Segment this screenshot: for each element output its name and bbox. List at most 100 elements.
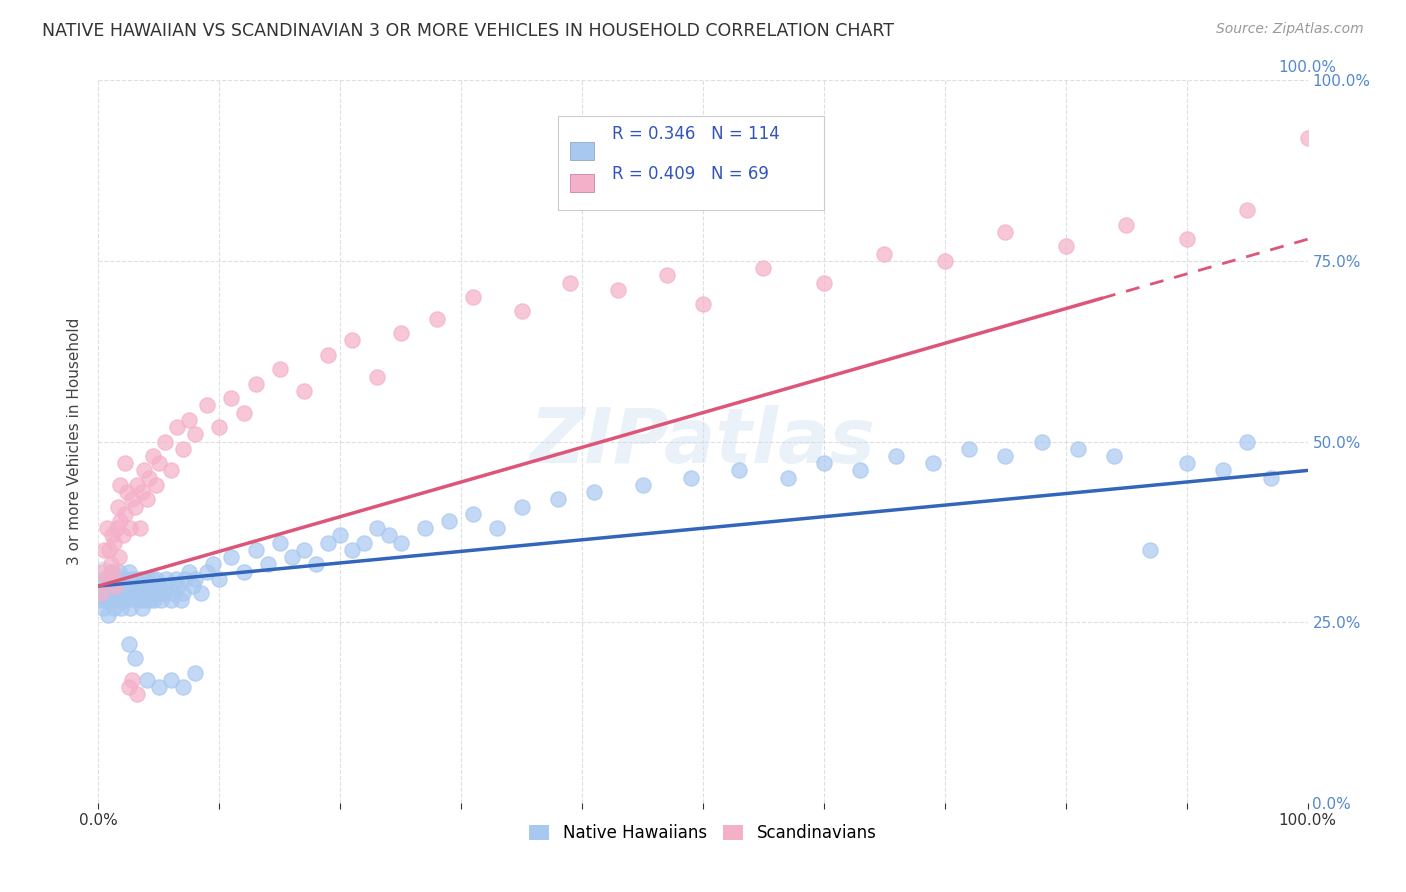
Point <box>100 593 122 607</box>
Point <box>111 528 134 542</box>
Point <box>121 586 143 600</box>
Point <box>142 449 165 463</box>
Point <box>463 507 485 521</box>
Point <box>127 478 149 492</box>
Point <box>145 572 167 586</box>
Point <box>873 246 896 260</box>
Point <box>179 413 201 427</box>
Point <box>1031 434 1053 449</box>
Point <box>181 579 204 593</box>
Point <box>148 579 170 593</box>
Point <box>139 593 162 607</box>
Point <box>934 253 956 268</box>
Point <box>135 572 157 586</box>
Point <box>108 579 131 593</box>
Point <box>583 485 606 500</box>
Point <box>366 521 388 535</box>
Point <box>342 334 364 348</box>
Point <box>463 290 485 304</box>
Point <box>96 521 118 535</box>
Point <box>202 558 225 572</box>
Point <box>135 492 157 507</box>
Point <box>93 572 115 586</box>
Point <box>112 572 135 586</box>
Point <box>94 593 117 607</box>
Point <box>232 565 254 579</box>
Point <box>1175 456 1198 470</box>
Point <box>143 579 166 593</box>
Point <box>100 558 122 572</box>
Point <box>195 398 218 412</box>
Point <box>426 311 449 326</box>
Point <box>813 276 835 290</box>
Point <box>101 579 124 593</box>
Point <box>104 572 127 586</box>
Point <box>256 558 278 572</box>
Point <box>305 558 328 572</box>
Point <box>134 579 156 593</box>
Point <box>141 572 163 586</box>
Point <box>245 376 267 391</box>
Point <box>125 572 148 586</box>
Point <box>90 586 112 600</box>
Point <box>90 593 112 607</box>
Point <box>1236 434 1258 449</box>
Point <box>108 478 131 492</box>
Point <box>142 586 165 600</box>
Point <box>121 673 143 687</box>
Point <box>118 600 141 615</box>
Point <box>138 470 160 484</box>
Point <box>105 586 128 600</box>
Point <box>510 304 533 318</box>
Point <box>128 521 150 535</box>
Point <box>150 593 173 607</box>
Point <box>101 565 124 579</box>
Point <box>138 579 160 593</box>
Point <box>292 542 315 557</box>
Point <box>172 586 194 600</box>
Point <box>107 500 129 514</box>
Text: Source: ZipAtlas.com: Source: ZipAtlas.com <box>1216 22 1364 37</box>
Point <box>1139 542 1161 557</box>
Point <box>120 572 142 586</box>
Point <box>124 593 146 607</box>
Point <box>100 528 122 542</box>
Point <box>1102 449 1125 463</box>
Point <box>122 579 145 593</box>
Point <box>184 427 207 442</box>
Point <box>162 586 184 600</box>
FancyBboxPatch shape <box>569 142 595 160</box>
Point <box>157 579 180 593</box>
Point <box>166 420 188 434</box>
Point <box>135 673 157 687</box>
Text: R = 0.409   N = 69: R = 0.409 N = 69 <box>613 165 769 183</box>
Point <box>97 607 120 622</box>
Point <box>127 687 149 701</box>
Point <box>160 593 183 607</box>
Text: ZIPatlas: ZIPatlas <box>530 405 876 478</box>
Point <box>145 478 167 492</box>
Point <box>124 500 146 514</box>
Point <box>135 593 157 607</box>
Point <box>486 521 509 535</box>
Point <box>111 586 134 600</box>
Point <box>377 528 399 542</box>
Point <box>1067 442 1090 456</box>
Point <box>131 485 153 500</box>
Point <box>128 593 150 607</box>
Point <box>152 586 174 600</box>
Point <box>957 442 980 456</box>
Point <box>172 442 194 456</box>
Point <box>269 362 291 376</box>
Point <box>316 535 339 549</box>
Point <box>134 463 156 477</box>
Point <box>124 651 146 665</box>
Point <box>114 593 136 607</box>
Point <box>1054 239 1077 253</box>
Point <box>104 579 127 593</box>
Point <box>91 565 114 579</box>
Point <box>143 593 166 607</box>
Point <box>292 384 315 398</box>
Point <box>127 586 149 600</box>
Point <box>1260 470 1282 484</box>
